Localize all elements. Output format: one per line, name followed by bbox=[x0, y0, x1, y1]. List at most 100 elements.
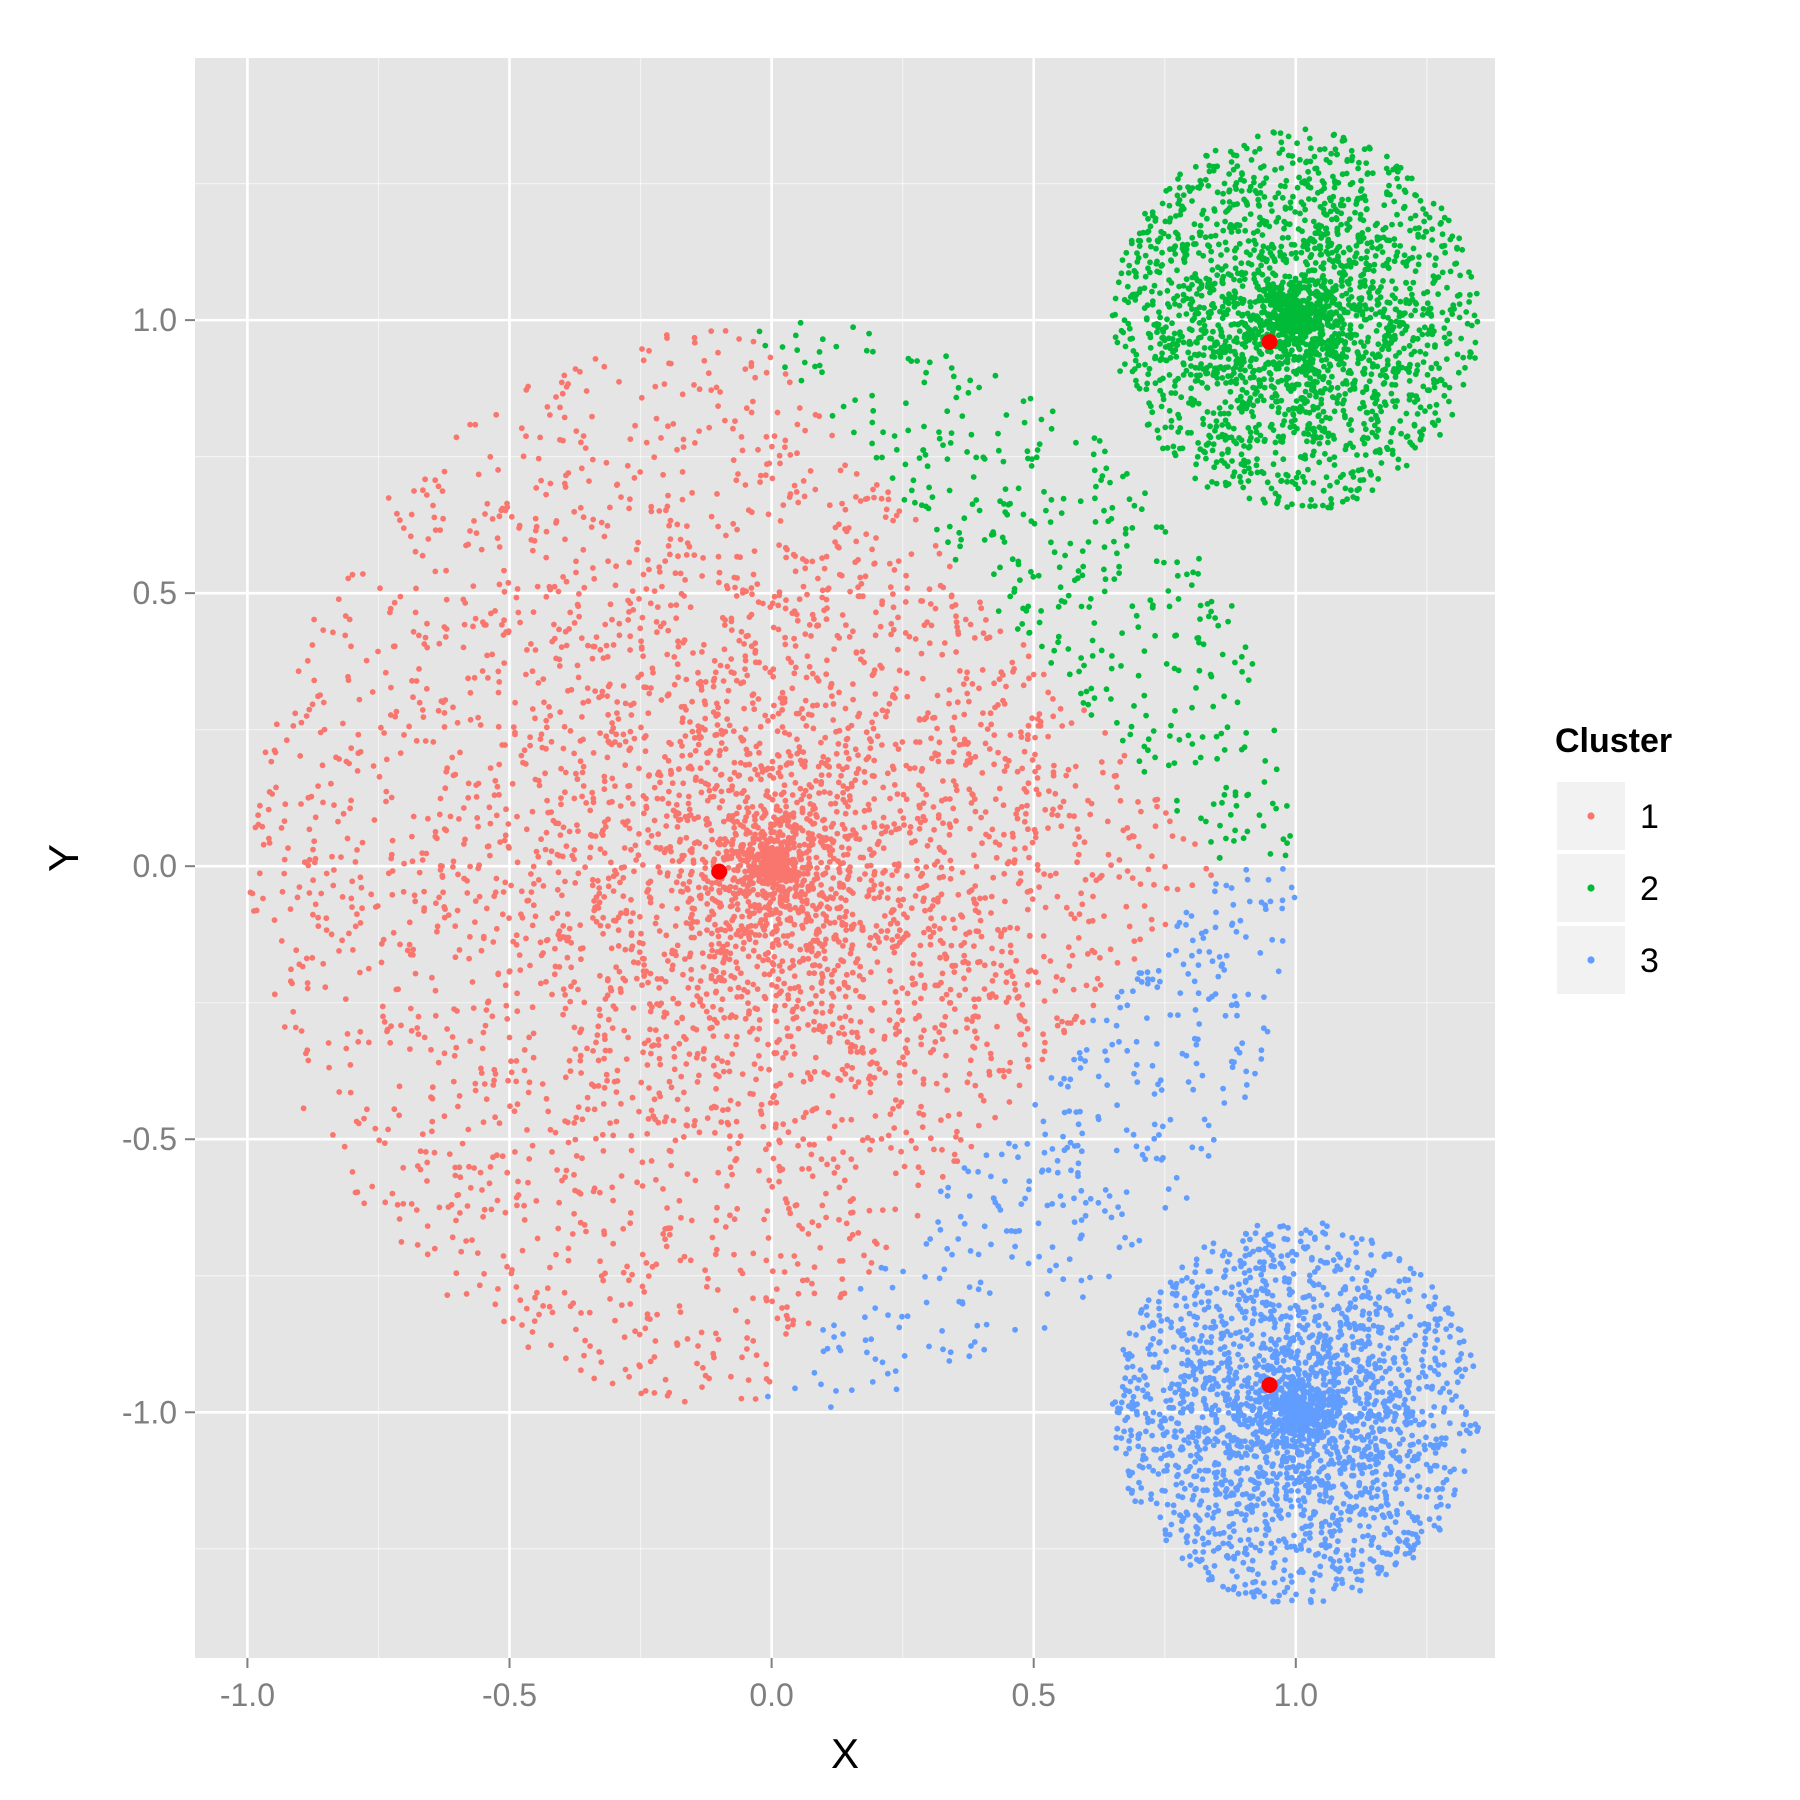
data-point bbox=[726, 956, 733, 963]
data-point bbox=[661, 381, 668, 387]
data-point bbox=[454, 1192, 461, 1199]
data-point bbox=[991, 571, 997, 578]
data-point bbox=[501, 837, 508, 844]
data-point bbox=[969, 501, 976, 508]
data-point bbox=[663, 1114, 670, 1120]
data-point bbox=[608, 945, 615, 952]
data-point bbox=[580, 546, 587, 553]
data-point bbox=[590, 1048, 596, 1054]
data-point bbox=[943, 1052, 949, 1059]
data-point bbox=[717, 747, 723, 754]
data-point bbox=[929, 494, 936, 500]
data-point bbox=[871, 895, 878, 902]
data-point bbox=[1233, 802, 1240, 809]
data-point bbox=[954, 624, 960, 630]
data-point bbox=[710, 1033, 717, 1039]
data-point bbox=[714, 722, 721, 728]
data-point bbox=[1061, 1147, 1068, 1154]
data-point bbox=[822, 1023, 828, 1030]
data-point bbox=[478, 1065, 484, 1072]
data-point bbox=[797, 988, 804, 995]
data-point bbox=[555, 588, 562, 595]
data-point bbox=[772, 1124, 779, 1131]
data-point bbox=[803, 723, 810, 729]
data-point bbox=[1054, 1169, 1061, 1176]
data-point bbox=[1119, 630, 1125, 636]
data-point bbox=[752, 1396, 759, 1402]
data-point bbox=[787, 985, 794, 992]
data-point bbox=[1222, 1012, 1229, 1019]
data-point bbox=[622, 946, 629, 953]
data-point bbox=[493, 812, 500, 819]
data-point bbox=[925, 925, 932, 932]
data-point bbox=[935, 812, 942, 818]
data-point bbox=[603, 642, 610, 649]
data-point bbox=[1091, 695, 1098, 701]
data-point bbox=[563, 383, 570, 390]
data-point bbox=[436, 1204, 443, 1211]
data-point bbox=[756, 1052, 762, 1059]
data-point bbox=[853, 494, 859, 500]
data-point bbox=[494, 535, 501, 542]
data-point bbox=[749, 867, 756, 874]
data-point bbox=[591, 575, 598, 582]
data-point bbox=[368, 891, 375, 898]
data-point bbox=[561, 372, 568, 379]
data-point bbox=[716, 752, 723, 759]
data-point bbox=[1188, 582, 1195, 588]
data-point bbox=[964, 690, 971, 697]
data-point bbox=[648, 1050, 654, 1057]
data-point bbox=[831, 855, 837, 862]
data-point bbox=[972, 883, 979, 889]
data-point bbox=[636, 595, 642, 602]
data-point bbox=[729, 840, 736, 847]
data-point bbox=[1042, 904, 1049, 911]
data-point bbox=[349, 1169, 356, 1175]
data-point bbox=[648, 832, 655, 839]
data-point bbox=[827, 920, 833, 926]
data-point bbox=[1219, 799, 1225, 806]
data-point bbox=[808, 712, 815, 718]
data-point bbox=[691, 382, 697, 388]
data-point bbox=[946, 700, 952, 707]
data-point bbox=[341, 1143, 348, 1150]
data-point bbox=[918, 1103, 924, 1110]
data-point bbox=[311, 616, 317, 623]
data-point bbox=[568, 939, 575, 946]
data-point bbox=[702, 865, 709, 871]
data-point bbox=[657, 1093, 664, 1100]
data-point bbox=[1009, 830, 1016, 837]
data-point bbox=[534, 1289, 540, 1296]
data-point bbox=[751, 548, 758, 554]
data-point bbox=[388, 684, 394, 691]
data-point bbox=[829, 978, 835, 985]
data-point bbox=[709, 895, 716, 902]
data-point bbox=[644, 1062, 651, 1068]
data-point bbox=[616, 742, 623, 748]
data-point bbox=[271, 917, 278, 923]
data-point bbox=[829, 432, 835, 439]
data-point bbox=[1092, 495, 1098, 502]
data-point bbox=[1075, 1173, 1081, 1180]
data-point bbox=[737, 554, 743, 561]
data-point bbox=[575, 870, 582, 877]
data-point bbox=[641, 962, 647, 968]
data-point bbox=[890, 591, 896, 597]
data-point bbox=[452, 954, 459, 961]
data-point bbox=[1260, 1025, 1267, 1032]
data-point bbox=[424, 620, 430, 627]
data-point bbox=[532, 647, 539, 653]
data-point bbox=[1212, 888, 1218, 895]
data-point bbox=[880, 845, 887, 852]
data-point bbox=[881, 1033, 888, 1040]
data-point bbox=[852, 987, 859, 994]
data-point bbox=[529, 808, 536, 815]
data-point bbox=[616, 632, 623, 639]
data-point bbox=[818, 1156, 825, 1163]
data-point bbox=[465, 794, 472, 801]
data-point bbox=[1180, 836, 1187, 842]
data-point bbox=[728, 627, 735, 633]
data-point bbox=[1134, 1079, 1141, 1085]
data-point bbox=[739, 447, 746, 454]
data-point bbox=[799, 907, 806, 914]
